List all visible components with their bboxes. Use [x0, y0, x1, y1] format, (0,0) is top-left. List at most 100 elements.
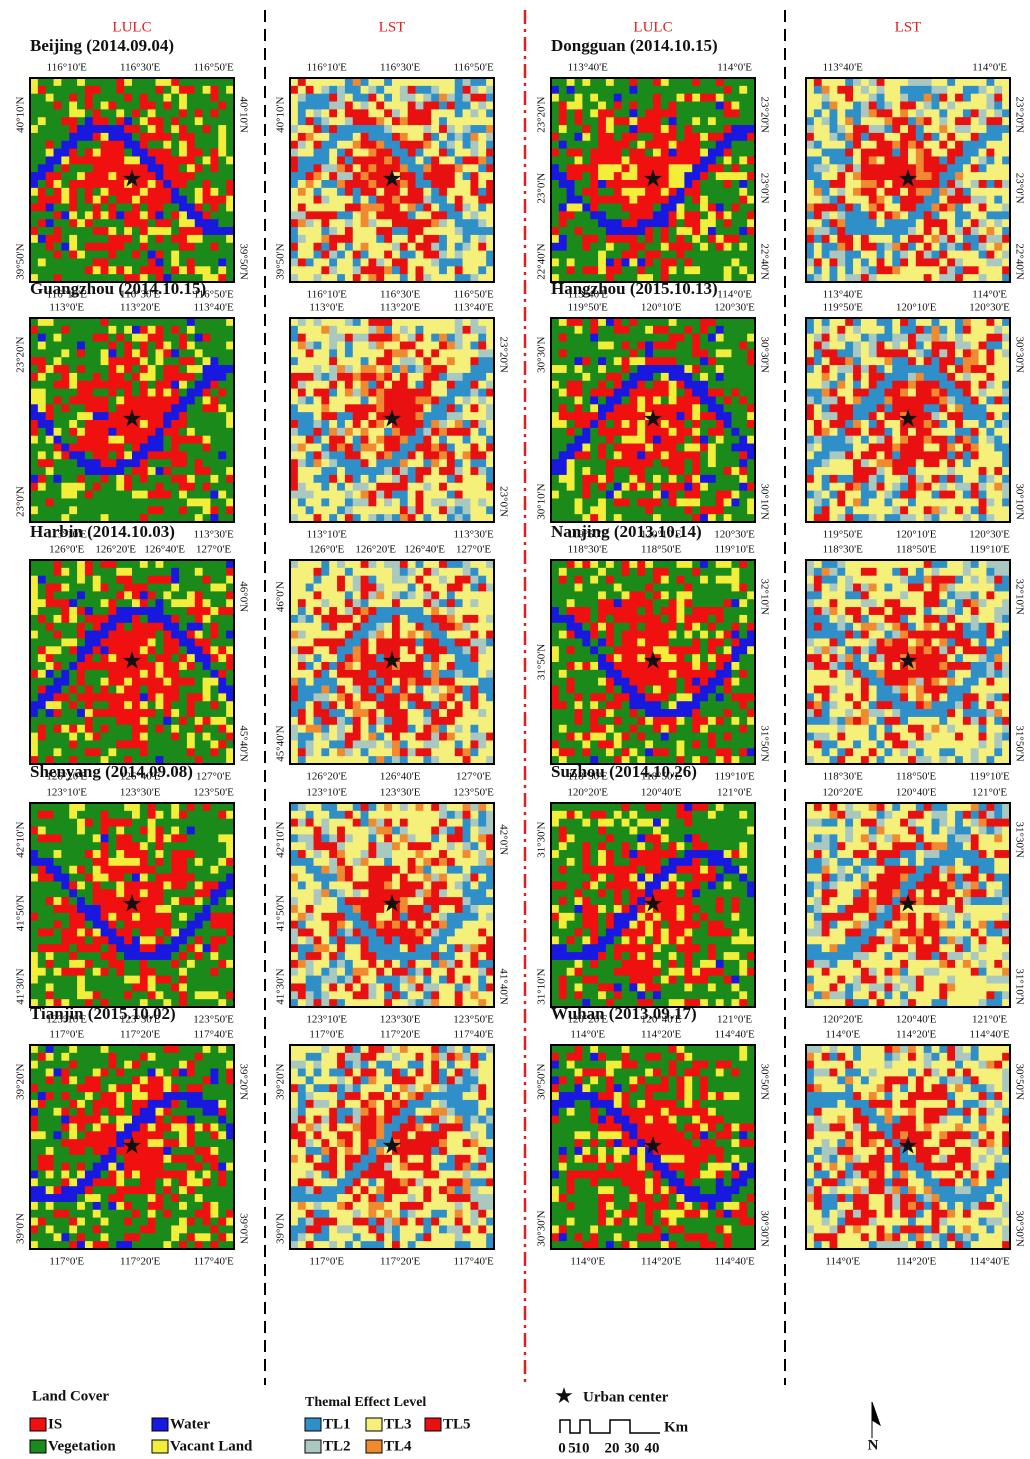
map-cell	[337, 250, 346, 259]
map-cell	[598, 443, 607, 452]
map-cell	[853, 219, 862, 228]
map-cell	[431, 490, 440, 499]
map-cell	[566, 187, 575, 196]
map-cell	[613, 180, 622, 189]
map-cell	[100, 341, 109, 350]
map-cell	[116, 318, 125, 327]
map-cell	[360, 435, 369, 444]
map-cell	[163, 435, 172, 444]
map-cell	[399, 459, 408, 468]
map-cell	[574, 506, 583, 515]
map-cell	[1002, 274, 1011, 283]
map-cell	[653, 514, 662, 523]
map-cell	[486, 195, 495, 204]
map-cell	[813, 380, 822, 389]
map-cell	[423, 195, 432, 204]
map-cell	[194, 211, 203, 220]
map-cell	[884, 101, 893, 110]
map-cell	[290, 195, 299, 204]
map-cell	[439, 404, 448, 413]
map-cell	[179, 404, 188, 413]
map-cell	[202, 341, 211, 350]
map-cell	[676, 467, 685, 476]
map-cell	[884, 172, 893, 181]
latitude-label: 23°20'N	[15, 337, 27, 373]
map-cell	[829, 514, 838, 523]
map-cell	[92, 474, 101, 484]
map-cell	[613, 451, 622, 460]
map-cell	[947, 140, 956, 149]
map-cell	[124, 498, 133, 507]
map-cell	[92, 187, 101, 196]
map-cell	[439, 482, 448, 491]
map-cell	[360, 349, 369, 358]
map-cell	[30, 506, 39, 515]
map-cell	[37, 451, 46, 460]
map-cell	[723, 357, 732, 366]
map-cell	[329, 333, 338, 342]
map-cell	[392, 506, 401, 515]
map-cell	[92, 250, 101, 259]
map-cell	[558, 380, 567, 389]
map-cell	[821, 490, 830, 499]
map-cell	[747, 195, 756, 204]
map-cell	[179, 420, 188, 429]
map-cell	[598, 318, 607, 327]
map-cell	[116, 266, 125, 275]
map-cell	[69, 474, 78, 484]
map-cell	[186, 117, 196, 126]
map-cell	[566, 164, 575, 173]
map-cell	[202, 420, 211, 429]
map-cell	[486, 467, 495, 476]
map-cell	[876, 258, 885, 267]
map-cell	[923, 187, 932, 196]
map-cell	[368, 388, 377, 397]
map-cell	[986, 227, 995, 236]
map-cell	[124, 427, 133, 436]
map-cell	[344, 420, 354, 429]
map-cell	[978, 172, 987, 181]
map-cell	[194, 195, 203, 204]
map-cell	[194, 459, 203, 468]
map-cell	[845, 132, 854, 142]
map-cell	[947, 258, 956, 267]
map-cell	[290, 234, 299, 244]
map-cell	[226, 357, 235, 366]
map-cell	[439, 78, 448, 87]
map-cell	[590, 195, 599, 204]
map-cell	[900, 93, 909, 102]
map-cell	[92, 195, 101, 204]
map-cell	[423, 506, 432, 515]
map-cell	[970, 195, 979, 204]
map-cell	[676, 148, 685, 157]
map-cell	[124, 365, 133, 374]
map-cell	[179, 140, 188, 149]
map-cell	[186, 357, 196, 366]
map-cell	[37, 420, 46, 429]
map-cell	[613, 140, 622, 149]
map-cell	[829, 164, 838, 173]
map-cell	[551, 325, 560, 334]
map-cell	[868, 227, 877, 236]
map-cell	[45, 156, 54, 165]
map-cell	[77, 412, 86, 421]
map-cell	[813, 443, 822, 452]
map-cell	[171, 132, 180, 142]
map-cell	[723, 117, 732, 126]
map-cell	[692, 427, 701, 436]
map-cell	[69, 380, 78, 389]
map-cell	[297, 365, 306, 374]
map-cell	[994, 156, 1003, 165]
map-cell	[566, 227, 575, 236]
map-cell	[186, 435, 196, 444]
map-cell	[290, 109, 299, 118]
map-cell	[845, 125, 854, 134]
map-cell	[707, 474, 717, 484]
map-cell	[329, 234, 338, 244]
map-cell	[147, 242, 156, 251]
map-cell	[147, 396, 156, 405]
map-cell	[352, 490, 361, 499]
map-cell	[84, 250, 94, 259]
map-cell	[566, 467, 575, 476]
map-cell	[290, 203, 299, 212]
